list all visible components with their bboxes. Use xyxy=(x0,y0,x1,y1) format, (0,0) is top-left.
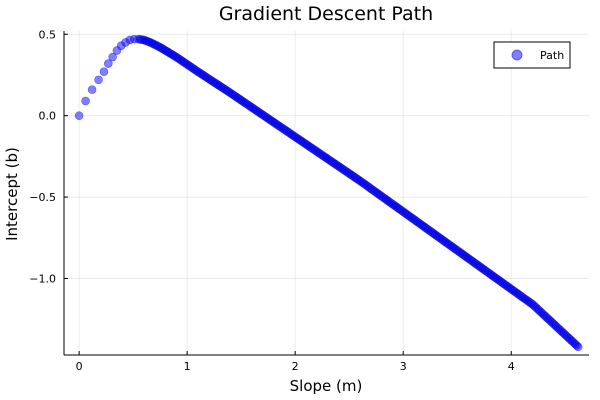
y-tick-label: 0.5 xyxy=(39,28,57,41)
ticks-layer: 0 1 2 3 4 0.5 0.0 −0.5 −1.0 xyxy=(29,28,514,373)
x-tick-label: 1 xyxy=(184,360,191,373)
points-layer xyxy=(74,34,583,352)
y-tick-label: −0.5 xyxy=(29,191,56,204)
legend: Path xyxy=(493,41,571,69)
chart-title: Gradient Descent Path xyxy=(219,3,433,25)
scatter-point xyxy=(81,96,90,106)
legend-marker xyxy=(511,49,523,61)
axes-layer xyxy=(63,31,589,356)
x-tick-label: 2 xyxy=(292,360,299,373)
scatter-point xyxy=(74,111,84,120)
grid-layer xyxy=(64,31,589,355)
y-tick-label: 0.0 xyxy=(39,110,57,123)
y-tick-label: −1.0 xyxy=(29,272,56,285)
scatter-point xyxy=(108,52,117,62)
x-axis-label: Slope (m) xyxy=(290,377,363,395)
legend-box xyxy=(493,41,571,69)
x-tick-label: 3 xyxy=(400,360,407,373)
x-tick-label: 0 xyxy=(76,360,83,373)
scatter-point xyxy=(94,75,103,85)
x-tick-label: 4 xyxy=(508,360,515,373)
scatter-point xyxy=(103,59,113,68)
scatter-point xyxy=(99,67,109,77)
scatter-point xyxy=(572,341,581,350)
legend-label: Path xyxy=(540,49,564,62)
y-axis-label: Intercept (b) xyxy=(3,147,21,241)
scatter-point xyxy=(87,85,97,94)
